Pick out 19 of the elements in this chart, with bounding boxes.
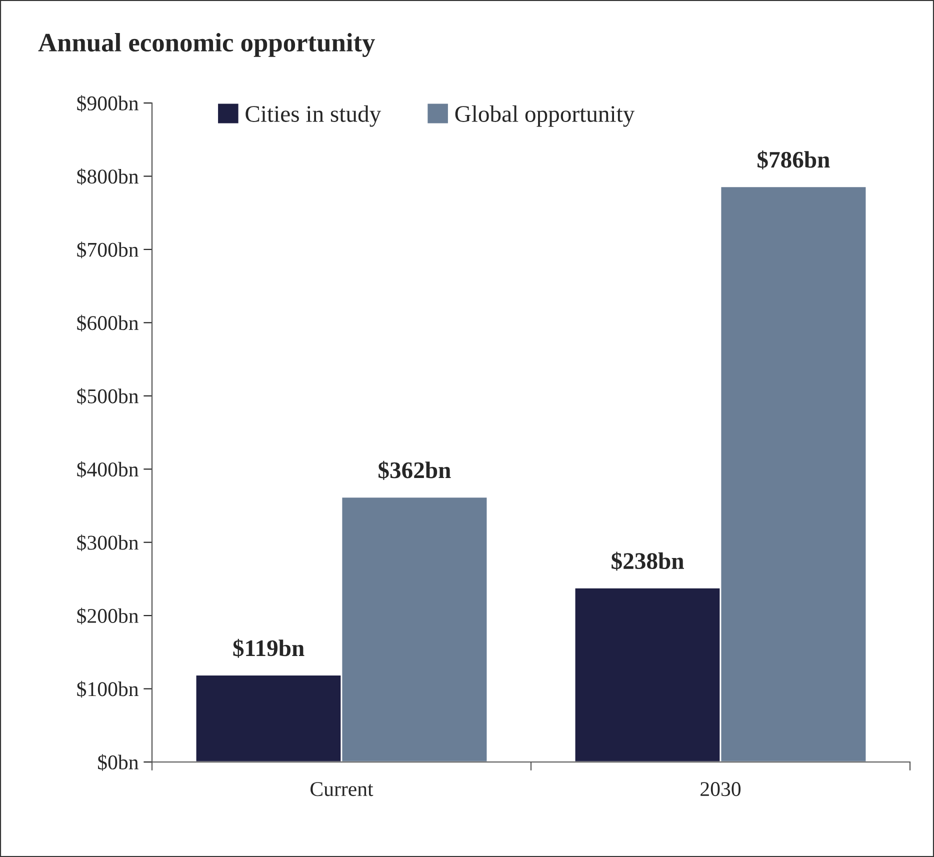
data-label: $238bn bbox=[612, 552, 684, 571]
data-label: $119bn bbox=[233, 638, 304, 658]
x-tick-label: 2030 bbox=[700, 782, 741, 796]
y-tick-label: $400bn bbox=[77, 461, 138, 478]
legend-label: Global opportunity bbox=[455, 105, 635, 127]
data-label: $362bn bbox=[378, 460, 451, 480]
x-tick-label: Current bbox=[310, 782, 374, 796]
y-tick-label: $900bn bbox=[77, 95, 138, 112]
y-tick-label: $100bn bbox=[77, 680, 138, 698]
y-tick-label: $300bn bbox=[77, 534, 138, 552]
y-tick-label: $200bn bbox=[77, 608, 138, 624]
y-tick-label: $800bn bbox=[77, 168, 138, 186]
chart-title: Annual economic opportunity bbox=[38, 32, 375, 58]
y-tick-label: $600bn bbox=[77, 314, 138, 332]
legend-label: Cities in study bbox=[246, 105, 382, 127]
y-tick-label: $500bn bbox=[77, 388, 138, 405]
data-label: $786bn bbox=[758, 150, 830, 170]
y-tick-label: $0bn bbox=[98, 754, 138, 771]
y-tick-label: $700bn bbox=[77, 242, 138, 258]
